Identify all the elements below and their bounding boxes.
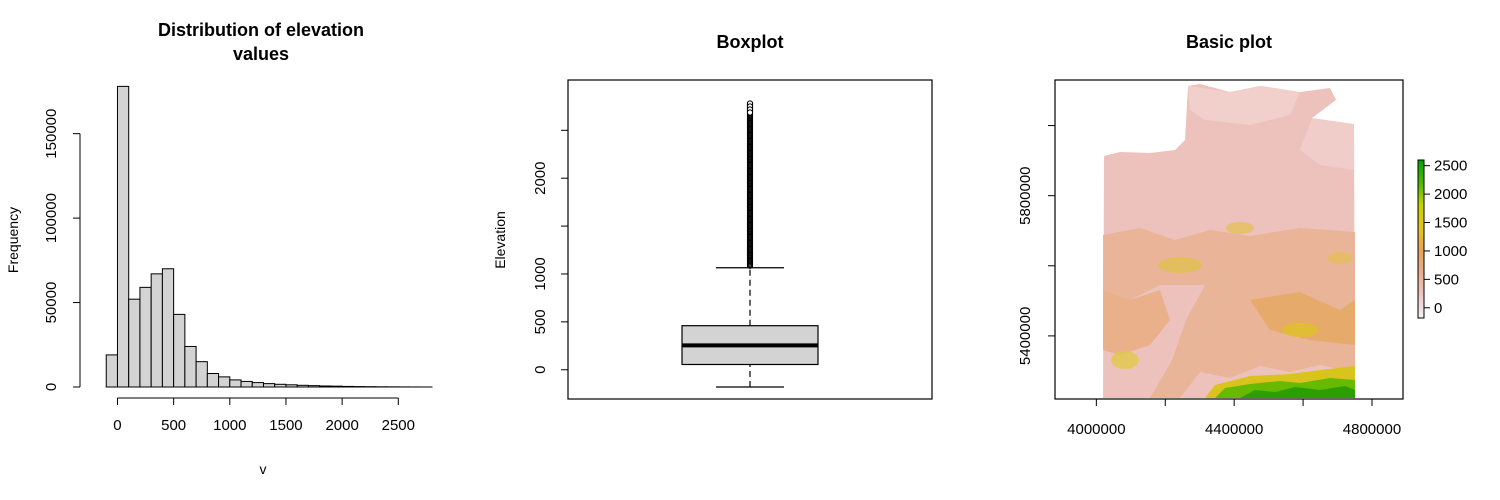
histogram-bar (251, 382, 264, 388)
histogram-x-tick-label: 2500 (382, 417, 415, 434)
raster-legend: 0 500 1000 1500 2000 2500 (1417, 158, 1467, 319)
legend-tick-label: 500 (1434, 271, 1459, 288)
raster-frame (1054, 79, 1404, 400)
histogram-y-label: Frequency (5, 207, 21, 273)
raster-y-tick-label: 5800000 (1017, 166, 1034, 224)
histogram-bar (195, 361, 208, 388)
histogram-bar (330, 385, 343, 388)
histogram-bar (263, 383, 276, 388)
histogram-x-axis: 0 500 1000 1500 2000 2500 (113, 397, 415, 434)
histogram-y-tick-label: 150000 (43, 109, 60, 159)
legend-tick-label: 2500 (1434, 158, 1467, 175)
histogram-bar (341, 385, 354, 388)
boxplot-y-tick-label: 0 (532, 366, 549, 374)
boxplot-body (681, 100, 819, 388)
histogram-y-axis: 0 50000 100000 150000 (43, 109, 81, 391)
histogram-bar (173, 313, 186, 388)
histogram-x-tick-label: 500 (161, 417, 186, 434)
raster-x-axis: 4000000 4400000 4800000 (1067, 399, 1401, 438)
raster-highland-3 (1282, 323, 1318, 337)
histogram-bar (218, 376, 231, 388)
histogram-bar (184, 345, 197, 388)
raster-west-hills (1103, 290, 1170, 355)
histogram-bar (240, 380, 253, 388)
raster-highland-2 (1226, 222, 1254, 234)
histogram-x-label: v (260, 461, 267, 477)
raster-highland-4 (1111, 351, 1139, 369)
histogram-bar (206, 372, 220, 388)
legend-tick-label: 1000 (1434, 243, 1467, 260)
histogram-bar (229, 379, 242, 388)
histogram-x-tick-label: 0 (113, 417, 121, 434)
raster-east-patch (1300, 118, 1354, 170)
histogram-bar (105, 354, 118, 388)
histogram-bar (150, 273, 163, 388)
histogram-x-tick-label: 1500 (269, 417, 302, 434)
boxplot-title: Boxplot (717, 32, 784, 52)
histogram-bar (296, 384, 309, 388)
histogram-bar (307, 385, 321, 388)
boxplot-outlier (746, 109, 754, 116)
legend-tick-label: 0 (1434, 300, 1442, 317)
raster-x-tick-label: 4800000 (1343, 421, 1401, 438)
boxplot-y-label: Elevation (492, 211, 508, 269)
histogram-title-line-2: values (233, 44, 289, 64)
histogram-title-line-1: Distribution of elevation (158, 20, 364, 40)
raster-highland-5 (1328, 252, 1352, 264)
histogram-bar (319, 385, 332, 388)
boxplot-y-tick-label: 2000 (532, 162, 549, 195)
histogram-bar (274, 383, 287, 388)
boxplot-panel: Boxplot 0 500 1000 2000 Elevation (492, 32, 933, 400)
legend-tick-label: 1500 (1434, 215, 1467, 232)
histogram-bars (105, 85, 433, 388)
histogram-x-tick-label: 2000 (325, 417, 358, 434)
raster-highland-1 (1158, 257, 1202, 273)
boxplot-y-tick-label: 1000 (532, 257, 549, 290)
raster-x-tick-label: 4400000 (1205, 421, 1263, 438)
histogram-y-tick-label: 0 (43, 383, 60, 391)
histogram-y-tick-label: 100000 (43, 193, 60, 243)
raster-north-patch (1188, 86, 1300, 125)
histogram-bar (116, 85, 130, 388)
raster-x-tick-label: 4000000 (1067, 421, 1125, 438)
raster-east-hills (1250, 292, 1355, 345)
histogram-bar (128, 298, 141, 388)
boxplot-y-tick-label: 500 (532, 309, 549, 334)
raster-alps-summits (1240, 386, 1355, 398)
histogram-bar (285, 384, 298, 388)
histogram-bar (161, 268, 175, 388)
legend-tick-label: 2000 (1434, 186, 1467, 203)
raster-y-tick-label: 5400000 (1017, 307, 1034, 365)
legend-color-bar (1417, 159, 1425, 319)
boxplot-y-axis: 0 500 1000 2000 (532, 129, 568, 374)
histogram-panel: Distribution of elevation values 0 500 100… (5, 20, 433, 477)
boxplot-frame (567, 79, 933, 400)
raster-title: Basic plot (1186, 32, 1272, 52)
raster-panel: Basic plot 4000000 4400000 4800000 5400000… (1017, 32, 1467, 438)
raster-image (1103, 84, 1355, 398)
histogram-bar (139, 286, 152, 388)
histogram-x-tick-label: 1000 (213, 417, 246, 434)
raster-y-axis: 5400000 5800000 (1017, 125, 1055, 365)
histogram-y-tick-label: 50000 (43, 282, 60, 324)
